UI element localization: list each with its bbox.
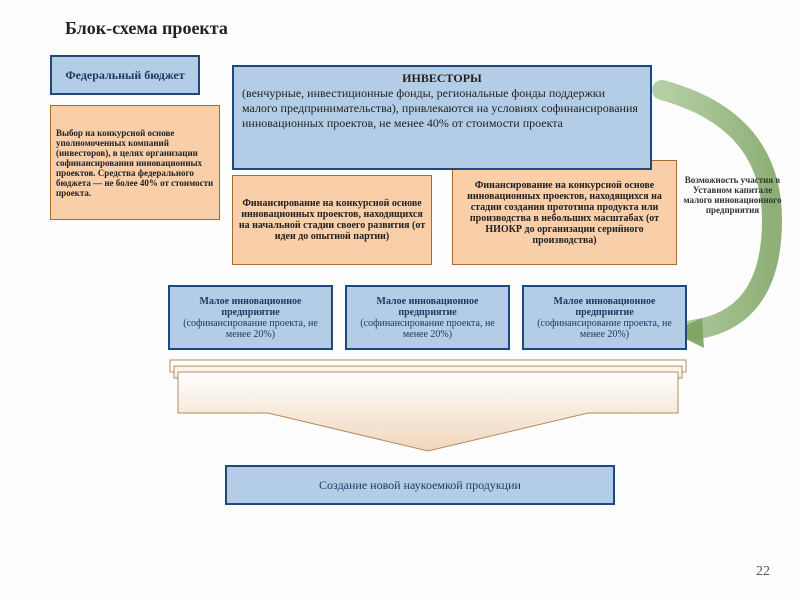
sme1-title: Малое инновационное предприятие	[173, 296, 328, 318]
big-down-arrow	[168, 358, 688, 453]
federal-desc-text: Выбор на конкурсной основе уполномоченны…	[56, 128, 214, 198]
sme2-text: (софинансирование проекта, не менее 20%)	[350, 318, 505, 340]
box-sme-2: Малое инновационное предприятие (софинан…	[345, 285, 510, 350]
box-output: Создание новой наукоемкой продукции	[225, 465, 615, 505]
financing-early-text: Финансирование на конкурсной основе инно…	[236, 198, 428, 242]
diagram-canvas: Блок-схема проекта Федеральный бюджет Вы…	[0, 0, 800, 600]
box-investors: ИНВЕСТОРЫ (венчурные, инвестиционные фон…	[232, 65, 652, 170]
box-federal-desc: Выбор на конкурсной основе уполномоченны…	[50, 105, 220, 220]
page-number: 22	[756, 564, 770, 580]
sme3-title: Малое инновационное предприятие	[527, 296, 682, 318]
investors-text: (венчурные, инвестиционные фонды, регион…	[242, 86, 642, 131]
side-note-equity: Возможность участия в Уставном капитале …	[680, 175, 785, 215]
box-financing-early: Финансирование на конкурсной основе инно…	[232, 175, 432, 265]
box-federal-budget: Федеральный бюджет	[50, 55, 200, 95]
box-sme-3: Малое инновационное предприятие (софинан…	[522, 285, 687, 350]
financing-prototype-text: Финансирование на конкурсной основе инно…	[456, 180, 673, 246]
output-text: Создание новой наукоемкой продукции	[319, 478, 521, 493]
box-sme-1: Малое инновационное предприятие (софинан…	[168, 285, 333, 350]
investors-title: ИНВЕСТОРЫ	[402, 71, 482, 85]
federal-title: Федеральный бюджет	[65, 68, 184, 83]
page-title: Блок-схема проекта	[65, 18, 228, 39]
sme2-title: Малое инновационное предприятие	[350, 296, 505, 318]
sme1-text: (софинансирование проекта, не менее 20%)	[173, 318, 328, 340]
box-financing-prototype: Финансирование на конкурсной основе инно…	[452, 160, 677, 265]
sme3-text: (софинансирование проекта, не менее 20%)	[527, 318, 682, 340]
